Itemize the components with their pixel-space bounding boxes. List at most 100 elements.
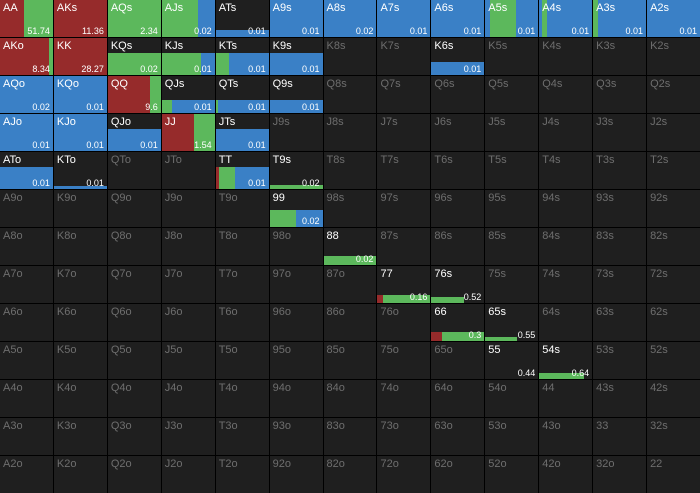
hand-cell-J5o[interactable]: J5o [161, 342, 215, 379]
hand-cell-A7o[interactable]: A7o [0, 266, 53, 303]
hand-cell-QTo[interactable]: QTo [107, 152, 161, 189]
hand-cell-T5o[interactable]: T5o [215, 342, 269, 379]
hand-cell-J9s[interactable]: J9s [269, 114, 323, 151]
hand-cell-97o[interactable]: 97o [269, 266, 323, 303]
hand-cell-K9s[interactable]: K9s 0.01 [269, 38, 323, 75]
hand-cell-AJo[interactable]: AJo 0.01 [0, 114, 53, 151]
hand-cell-65o[interactable]: 65o [431, 342, 485, 379]
hand-cell-JJ[interactable]: JJ 1.54 [161, 114, 215, 151]
hand-cell-76o[interactable]: 76o [377, 304, 431, 341]
hand-cell-86s[interactable]: 86s [431, 228, 485, 265]
hand-cell-75s[interactable]: 75s [485, 266, 539, 303]
hand-cell-AKo[interactable]: AKo 8.34 [0, 38, 53, 75]
hand-cell-T4s[interactable]: T4s [539, 152, 593, 189]
hand-cell-T9o[interactable]: T9o [215, 190, 269, 227]
hand-cell-54s[interactable]: 54s 0.64 [539, 342, 593, 379]
hand-cell-96s[interactable]: 96s [431, 190, 485, 227]
hand-cell-93s[interactable]: 93s [593, 190, 647, 227]
hand-cell-KQo[interactable]: KQo 0.01 [53, 76, 107, 113]
hand-cell-JTo[interactable]: JTo [161, 152, 215, 189]
hand-cell-65s[interactable]: 65s 0.55 [485, 304, 539, 341]
hand-cell-A5s[interactable]: A5s 0.01 [485, 0, 539, 37]
hand-cell-K7o[interactable]: K7o [53, 266, 107, 303]
hand-cell-A2s[interactable]: A2s 0.01 [647, 0, 700, 37]
hand-cell-T3s[interactable]: T3s [593, 152, 647, 189]
hand-cell-K7s[interactable]: K7s [377, 38, 431, 75]
hand-cell-K4o[interactable]: K4o [53, 380, 107, 417]
hand-cell-A6s[interactable]: A6s 0.01 [431, 0, 485, 37]
hand-cell-AA[interactable]: AA 51.74 [0, 0, 53, 37]
hand-cell-ATo[interactable]: ATo 0.01 [0, 152, 53, 189]
hand-cell-T9s[interactable]: T9s 0.02 [269, 152, 323, 189]
hand-cell-87o[interactable]: 87o [323, 266, 377, 303]
hand-cell-Q8s[interactable]: Q8s [323, 76, 377, 113]
hand-cell-A7s[interactable]: A7s 0.01 [377, 0, 431, 37]
hand-cell-82s[interactable]: 82s [647, 228, 700, 265]
hand-cell-T8o[interactable]: T8o [215, 228, 269, 265]
hand-cell-JTs[interactable]: JTs 0.01 [215, 114, 269, 151]
hand-cell-64s[interactable]: 64s [539, 304, 593, 341]
hand-cell-J3s[interactable]: J3s [593, 114, 647, 151]
hand-cell-66[interactable]: 66 0.3 [431, 304, 485, 341]
hand-cell-T2o[interactable]: T2o [215, 456, 269, 493]
hand-cell-K2s[interactable]: K2s [647, 38, 700, 75]
hand-cell-85s[interactable]: 85s [485, 228, 539, 265]
hand-cell-T7o[interactable]: T7o [215, 266, 269, 303]
hand-cell-QJo[interactable]: QJo 0.01 [107, 114, 161, 151]
hand-cell-97s[interactable]: 97s [377, 190, 431, 227]
hand-cell-J6s[interactable]: J6s [431, 114, 485, 151]
hand-cell-A4s[interactable]: A4s 0.01 [539, 0, 593, 37]
hand-cell-99[interactable]: 99 0.02 [269, 190, 323, 227]
hand-cell-72o[interactable]: 72o [377, 456, 431, 493]
hand-cell-T7s[interactable]: T7s [377, 152, 431, 189]
hand-cell-Q9s[interactable]: Q9s 0.01 [269, 76, 323, 113]
hand-cell-53s[interactable]: 53s [593, 342, 647, 379]
hand-cell-52o[interactable]: 52o [485, 456, 539, 493]
hand-cell-K8s[interactable]: K8s [323, 38, 377, 75]
hand-cell-63o[interactable]: 63o [431, 418, 485, 455]
hand-cell-94s[interactable]: 94s [539, 190, 593, 227]
hand-cell-93o[interactable]: 93o [269, 418, 323, 455]
hand-cell-83s[interactable]: 83s [593, 228, 647, 265]
hand-cell-A4o[interactable]: A4o [0, 380, 53, 417]
hand-cell-A9s[interactable]: A9s 0.01 [269, 0, 323, 37]
hand-cell-72s[interactable]: 72s [647, 266, 700, 303]
hand-cell-32o[interactable]: 32o [593, 456, 647, 493]
hand-cell-K8o[interactable]: K8o [53, 228, 107, 265]
hand-cell-QTs[interactable]: QTs 0.01 [215, 76, 269, 113]
hand-cell-62s[interactable]: 62s [647, 304, 700, 341]
hand-cell-74o[interactable]: 74o [377, 380, 431, 417]
hand-cell-A3s[interactable]: A3s 0.01 [593, 0, 647, 37]
hand-cell-Q8o[interactable]: Q8o [107, 228, 161, 265]
hand-cell-92s[interactable]: 92s [647, 190, 700, 227]
hand-cell-J7o[interactable]: J7o [161, 266, 215, 303]
hand-cell-Q4s[interactable]: Q4s [539, 76, 593, 113]
hand-cell-KJs[interactable]: KJs 0.01 [161, 38, 215, 75]
hand-cell-42s[interactable]: 42s [647, 380, 700, 417]
hand-cell-T5s[interactable]: T5s [485, 152, 539, 189]
hand-cell-J4s[interactable]: J4s [539, 114, 593, 151]
hand-cell-42o[interactable]: 42o [539, 456, 593, 493]
hand-cell-84o[interactable]: 84o [323, 380, 377, 417]
hand-cell-QQ[interactable]: QQ 9.6 [107, 76, 161, 113]
hand-cell-J4o[interactable]: J4o [161, 380, 215, 417]
hand-cell-A8o[interactable]: A8o [0, 228, 53, 265]
hand-cell-KTo[interactable]: KTo 0.01 [53, 152, 107, 189]
hand-cell-83o[interactable]: 83o [323, 418, 377, 455]
hand-cell-76s[interactable]: 76s 0.52 [431, 266, 485, 303]
hand-cell-94o[interactable]: 94o [269, 380, 323, 417]
hand-cell-Q5s[interactable]: Q5s [485, 76, 539, 113]
hand-cell-A9o[interactable]: A9o [0, 190, 53, 227]
hand-cell-J9o[interactable]: J9o [161, 190, 215, 227]
hand-cell-KTs[interactable]: KTs 0.01 [215, 38, 269, 75]
hand-cell-K3o[interactable]: K3o [53, 418, 107, 455]
hand-cell-J2s[interactable]: J2s [647, 114, 700, 151]
hand-cell-87s[interactable]: 87s [377, 228, 431, 265]
hand-cell-J3o[interactable]: J3o [161, 418, 215, 455]
hand-cell-Q2s[interactable]: Q2s [647, 76, 700, 113]
hand-cell-44[interactable]: 44 [539, 380, 593, 417]
hand-cell-43o[interactable]: 43o [539, 418, 593, 455]
hand-cell-KQs[interactable]: KQs 0.02 [107, 38, 161, 75]
hand-cell-95o[interactable]: 95o [269, 342, 323, 379]
hand-cell-Q4o[interactable]: Q4o [107, 380, 161, 417]
